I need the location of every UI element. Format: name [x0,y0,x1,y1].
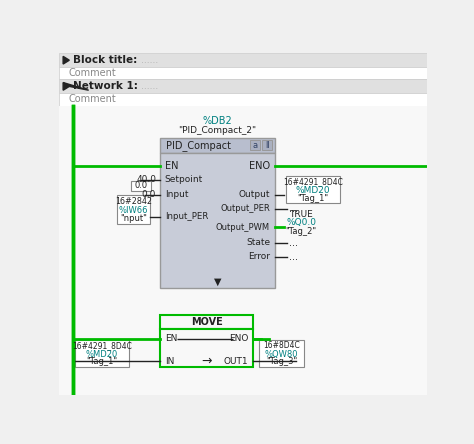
Bar [160,315,253,329]
Text: %IW66: %IW66 [119,206,148,215]
Text: 40.0: 40.0 [136,175,156,184]
Text: Input_PER: Input_PER [164,212,208,221]
Bar [59,53,427,67]
Bar [160,153,275,288]
Text: ENO: ENO [249,161,270,170]
Text: %MD20: %MD20 [295,186,330,195]
Text: Output_PWM: Output_PWM [216,223,270,232]
Text: ▼: ▼ [214,277,221,287]
Text: PID_Compact: PID_Compact [166,140,231,151]
Bar [259,340,304,368]
Text: TRUE: TRUE [289,210,313,219]
Bar [130,181,151,191]
Polygon shape [63,56,69,64]
Text: "PID_Compact_2": "PID_Compact_2" [178,126,256,135]
Text: ...: ... [289,252,298,262]
Text: "Tag_3": "Tag_3" [266,357,297,366]
Bar [59,106,427,395]
Text: OUT1: OUT1 [224,357,248,366]
Text: MOVE: MOVE [191,317,222,327]
Polygon shape [63,83,89,90]
Bar [59,93,427,106]
Text: %QW80: %QW80 [265,350,299,359]
Text: Output_PER: Output_PER [220,204,270,213]
Bar [262,140,273,151]
Text: Error: Error [248,252,270,261]
Text: Network 1:: Network 1: [73,81,138,91]
Polygon shape [63,83,69,90]
Text: "Tag_2": "Tag_2" [285,226,317,236]
Bar [118,195,150,224]
Text: 16#2842: 16#2842 [115,198,152,206]
Text: "Tag_1": "Tag_1" [297,194,328,203]
Bar [160,138,275,153]
Text: State: State [246,238,270,247]
Text: ll: ll [265,141,270,150]
Text: Input: Input [164,190,188,199]
Bar [59,79,427,93]
Bar [59,67,427,79]
Text: ......: ...... [141,82,158,91]
Text: %Q0.0: %Q0.0 [286,218,316,227]
Text: →: → [201,355,212,368]
Bar [75,340,129,368]
Text: Comment: Comment [69,95,116,104]
Text: EN: EN [164,334,177,344]
Text: ...: ... [289,238,298,248]
Text: ......: ...... [141,56,158,65]
Text: %MD20: %MD20 [86,350,118,359]
Text: "Tag_1": "Tag_1" [86,357,118,366]
Text: 0.0: 0.0 [142,190,156,199]
Text: ENO: ENO [229,334,248,344]
Text: a: a [253,141,258,150]
Bar [250,140,260,151]
Text: %DB2: %DB2 [202,116,232,126]
Text: 16#4291_8D4C: 16#4291_8D4C [283,177,343,186]
Text: 16#8D4C: 16#8D4C [263,341,300,350]
Text: Output: Output [238,190,270,199]
Bar [285,176,340,203]
Text: Comment: Comment [69,68,116,78]
Text: "nput": "nput" [120,214,147,223]
Text: 0.0: 0.0 [134,181,147,190]
Text: ...: ... [289,204,298,214]
Bar [160,329,253,368]
Text: Setpoint: Setpoint [164,175,203,184]
Text: EN: EN [164,161,178,170]
Text: Block title:: Block title: [73,55,137,65]
Text: 16#4291_8D4C: 16#4291_8D4C [72,341,132,350]
Text: IN: IN [164,357,174,366]
